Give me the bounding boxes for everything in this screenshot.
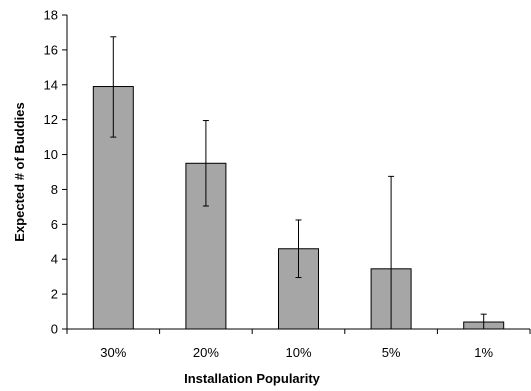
x-axis-title: Installation Popularity: [184, 371, 321, 386]
y-tick-label: 8: [51, 182, 58, 197]
x-tick-label: 20%: [193, 345, 219, 360]
x-ticks-group: 30% 20% 10% 5% 1%: [66, 329, 531, 360]
y-tick-label: 16: [44, 42, 58, 57]
bars-group: [92, 86, 505, 330]
x-tick-label: 1%: [474, 345, 493, 360]
y-tick-label: 14: [44, 77, 58, 92]
y-tick-label: 2: [51, 287, 58, 302]
x-tick-label: 30%: [100, 345, 126, 360]
y-tick-label: 10: [44, 147, 58, 162]
y-tick-label: 12: [44, 112, 58, 127]
y-tick-label: 18: [44, 8, 58, 23]
y-tick-label: 6: [51, 217, 58, 232]
x-tick-label: 10%: [285, 345, 311, 360]
x-tick-label: 5%: [382, 345, 401, 360]
y-ticks-group: 0 2 4 6 8 10 12 14 16 18: [44, 8, 67, 337]
y-tick-label: 0: [51, 322, 58, 337]
y-tick-label: 4: [51, 252, 58, 267]
y-axis-title: Expected # of Buddies: [12, 102, 27, 241]
error-bars-group: [110, 36, 487, 329]
